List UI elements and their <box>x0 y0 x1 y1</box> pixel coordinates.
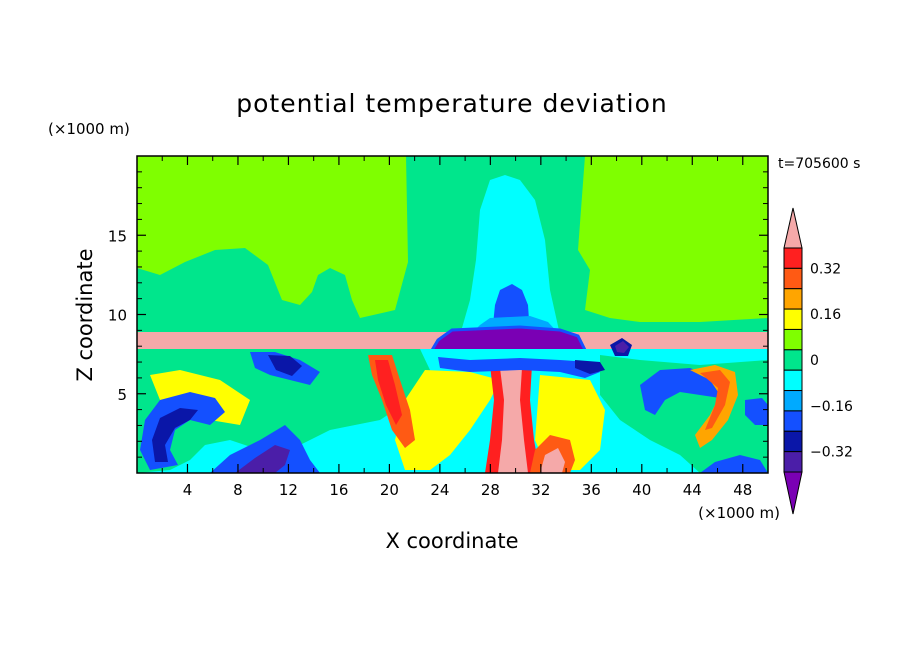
plume-cyan-core <box>460 175 560 335</box>
lower-cap-dark <box>575 360 605 374</box>
left-vortex-inner <box>152 408 198 462</box>
y-axis-label: Z coordinate <box>73 248 97 381</box>
bottom-center-pink <box>540 448 565 473</box>
right-eddy-red <box>700 370 730 430</box>
x-axis-label: X coordinate <box>385 529 518 553</box>
upper-left-eddy-dark <box>268 355 302 376</box>
colorbar-min-arrow <box>783 471 803 515</box>
lower-yellow-mid <box>395 370 500 470</box>
y-tick-label: 10 <box>108 307 127 325</box>
lower-cap-blue <box>438 357 600 378</box>
x-tick-label: 40 <box>632 481 651 499</box>
y-unit-label: (×1000 m) <box>48 120 130 138</box>
x-tick-label: 16 <box>329 481 348 499</box>
time-label: t=705600 s <box>778 156 860 172</box>
colorbar-segment <box>783 267 803 290</box>
colorbar-segment <box>783 430 803 453</box>
y-tick-label: 5 <box>117 386 127 404</box>
colorbar-label: 0 <box>810 353 819 369</box>
colorbar-segment <box>783 369 803 392</box>
x-tick-label: 28 <box>481 481 500 499</box>
central-plume <box>440 165 575 335</box>
colorbar-segment <box>783 451 803 473</box>
colorbar-segment <box>783 390 803 412</box>
colorbar-label: 0.32 <box>810 261 841 277</box>
x-tick-label: 48 <box>733 481 752 499</box>
upper-green-layer <box>137 156 768 335</box>
colorbar: 0.32 0.16 0 −0.16 −0.32 <box>783 207 853 515</box>
colorbar-label: −0.16 <box>810 399 853 415</box>
x-tick-label: 32 <box>531 481 550 499</box>
far-right-blue <box>745 398 768 425</box>
central-column-pink <box>498 368 528 473</box>
cap-rim-blue <box>426 325 590 358</box>
y-tick-label: 15 <box>108 227 127 245</box>
x-tick-label: 44 <box>683 481 702 499</box>
colorbar-segment <box>783 410 803 432</box>
colorbar-label: −0.32 <box>810 445 853 461</box>
lower-turbulent-layer <box>137 338 768 473</box>
right-eddy-blue <box>640 368 720 415</box>
colorbar-segment <box>783 308 803 330</box>
colorbar-max-arrow <box>783 207 803 249</box>
x-tick-label: 20 <box>380 481 399 499</box>
x-unit-label: (×1000 m) <box>698 504 780 522</box>
plot-area <box>137 156 768 473</box>
x-tick-label: 8 <box>233 481 243 499</box>
colorbar-segment <box>783 328 803 351</box>
x-tick-label: 4 <box>183 481 193 499</box>
x-tick-label: 36 <box>582 481 601 499</box>
bottom-left-dark <box>235 445 290 473</box>
chart-title: potential temperature deviation <box>236 89 667 118</box>
bottom-right-blue <box>700 455 768 473</box>
x-tick-label: 24 <box>430 481 449 499</box>
colorbar-segment <box>783 247 803 269</box>
colorbar-label: 0.16 <box>810 307 841 323</box>
colorbar-segment <box>783 349 803 371</box>
colorbar-segment <box>783 288 803 310</box>
x-tick-label: 12 <box>279 481 298 499</box>
mid-eddy-core <box>375 360 402 425</box>
right-dark-spot-core <box>615 341 629 353</box>
bottom-left-blue <box>210 425 320 473</box>
